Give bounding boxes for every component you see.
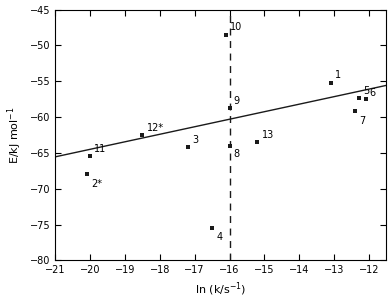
Text: 7: 7 bbox=[359, 116, 365, 126]
Text: 11: 11 bbox=[94, 144, 107, 154]
Text: 2*: 2* bbox=[91, 179, 102, 189]
Text: 8: 8 bbox=[234, 149, 240, 159]
Text: 10: 10 bbox=[230, 22, 243, 33]
Y-axis label: E/kJ mol$^{-1}$: E/kJ mol$^{-1}$ bbox=[5, 106, 24, 164]
Text: 6: 6 bbox=[370, 88, 376, 98]
Text: 13: 13 bbox=[261, 130, 274, 140]
Text: 9: 9 bbox=[234, 96, 240, 106]
X-axis label: ln (k/s$^{-1}$): ln (k/s$^{-1}$) bbox=[195, 281, 247, 299]
Text: 12*: 12* bbox=[147, 123, 164, 133]
Text: 5: 5 bbox=[363, 85, 369, 95]
Text: 1: 1 bbox=[335, 70, 341, 80]
Text: 3: 3 bbox=[192, 135, 198, 145]
Text: 4: 4 bbox=[216, 233, 222, 243]
